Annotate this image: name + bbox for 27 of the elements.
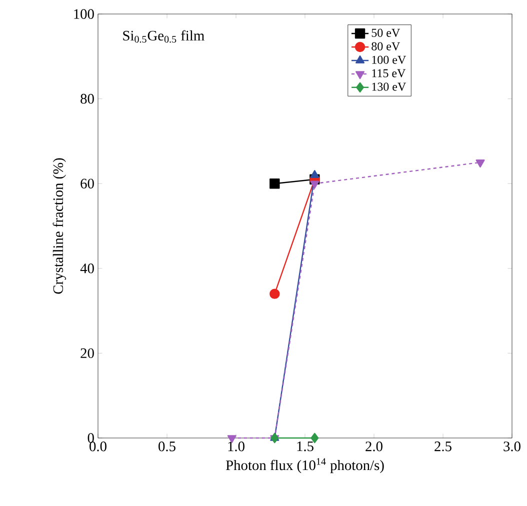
point: [476, 160, 485, 168]
point: [310, 180, 320, 189]
y-tick-label: 0: [88, 433, 94, 443]
y-tick-label: 40: [80, 264, 94, 274]
annotation: Si$_{0.5}$Ge$_{0.5}$ film: [123, 30, 204, 43]
legend-label: 100 eV: [372, 56, 406, 64]
y-tick-label: 60: [80, 178, 94, 188]
x-tick-label: 2.0: [366, 442, 382, 452]
legend-label: 50 eV: [372, 28, 400, 37]
y-tick-label: 20: [80, 348, 94, 358]
x-axis-title: Photon flux (10$^{14}$ photon/s): [226, 458, 384, 474]
y-tick-label: 80: [80, 94, 94, 104]
x-tick-label: 1.5: [297, 442, 314, 452]
x-tick-label: 0.0: [90, 442, 106, 452]
point: [270, 432, 279, 444]
x-tick-label: 2.5: [434, 442, 452, 452]
point: [310, 432, 319, 444]
y-tick-label: 100: [74, 9, 94, 19]
point: [270, 178, 280, 189]
legend-label: 80 eV: [372, 42, 400, 50]
x-tick-label: 3.0: [504, 442, 520, 452]
x-tick-label: 1.0: [228, 442, 244, 452]
x-tick-label: 0.5: [158, 442, 176, 452]
point: [270, 288, 280, 299]
legend-label: 130 eV: [372, 82, 406, 91]
legend-label: 115 eV: [372, 69, 406, 78]
y-axis-title: Crystalline fraction (%): [52, 158, 66, 294]
